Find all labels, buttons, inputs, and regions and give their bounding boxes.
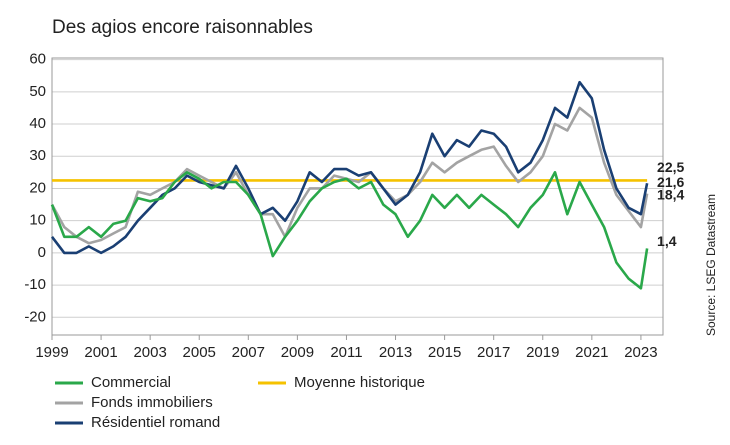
series-line <box>50 171 649 290</box>
x-tick-label: 2015 <box>428 344 461 361</box>
y-tick-label: 50 <box>29 83 46 100</box>
y-tick-label: -20 <box>24 308 46 325</box>
series-line <box>50 106 649 245</box>
legend-label: Commercial <box>91 374 171 391</box>
x-tick-label: 2009 <box>281 344 314 361</box>
end-label: 1,4 <box>657 233 677 249</box>
x-tick-label: 2003 <box>133 344 166 361</box>
legend-label: Moyenne historique <box>294 374 425 391</box>
source: Source: LSEG Datastream <box>704 194 718 336</box>
chart-title: Des agios encore raisonnables <box>52 17 313 38</box>
x-tick-label: 2001 <box>84 344 117 361</box>
legend-label: Résidentiel romand <box>91 414 220 431</box>
x-tick-label: 2011 <box>330 344 362 361</box>
y-tick-label: 0 <box>38 244 46 261</box>
x-tick-label: 2005 <box>183 344 216 361</box>
legend-label: Fonds immobiliers <box>91 394 213 411</box>
x-tick-label: 1999 <box>35 344 68 361</box>
x-tick-label: 2013 <box>379 344 412 361</box>
y-tick-label: 30 <box>29 147 46 164</box>
series-line <box>50 80 649 255</box>
y-tick-label: 20 <box>29 179 46 196</box>
y-tick-label: 10 <box>29 212 46 229</box>
y-tick-label: 60 <box>29 51 46 68</box>
end-label: 22,5 <box>657 159 684 175</box>
x-tick-label: 2019 <box>526 344 559 361</box>
x-tick-label: 2007 <box>232 344 265 361</box>
plot-frame <box>51 57 664 336</box>
y-tick-label: -10 <box>24 276 46 293</box>
x-tick-label: 2021 <box>575 344 608 361</box>
end-label: 18,4 <box>657 186 684 202</box>
end-label: 21,6 <box>657 174 684 190</box>
x-tick-label: 2023 <box>624 344 657 361</box>
x-tick-label: 2017 <box>477 344 510 361</box>
y-tick-label: 40 <box>29 115 46 132</box>
